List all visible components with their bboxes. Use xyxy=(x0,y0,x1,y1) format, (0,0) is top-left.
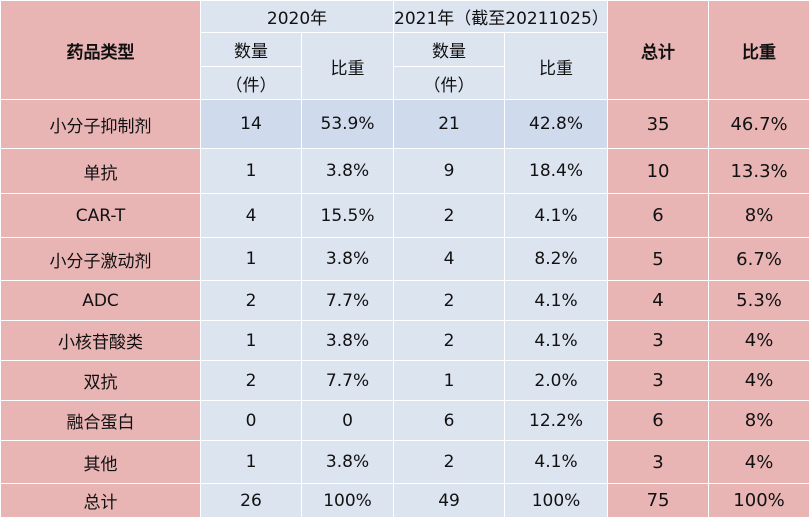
share-2020-cell: 3.8% xyxy=(302,441,394,484)
header-year-2021: 2021年（截至20211025） xyxy=(394,1,608,33)
total-cell: 5 xyxy=(608,238,709,281)
header-share-2021: 比重 xyxy=(505,33,608,100)
total-share-cell: 4% xyxy=(709,361,809,401)
table-row: 双抗 2 7.7% 1 2.0% 3 4% xyxy=(1,361,809,401)
share-2020-cell: 7.7% xyxy=(302,361,394,401)
share-2021-cell: 2.0% xyxy=(505,361,608,401)
table-row: CAR-T 4 15.5% 2 4.1% 6 8% xyxy=(1,194,809,238)
count-2020-cell: 14 xyxy=(201,100,302,149)
total-count-2020-cell: 26 xyxy=(201,484,302,518)
total-share-cell: 13.3% xyxy=(709,149,809,194)
total-share-2021-cell: 100% xyxy=(505,484,608,518)
header-count-2021: 数量 xyxy=(394,33,505,67)
total-count-2021-cell: 49 xyxy=(394,484,505,518)
share-2020-cell: 3.8% xyxy=(302,149,394,194)
count-2020-cell: 1 xyxy=(201,441,302,484)
count-2021-cell: 1 xyxy=(394,361,505,401)
table-row: 小核苷酸类 1 3.8% 2 4.1% 3 4% xyxy=(1,321,809,361)
count-2021-cell: 4 xyxy=(394,238,505,281)
grand-total-cell: 75 xyxy=(608,484,709,518)
table-row: 小分子激动剂 1 3.8% 4 8.2% 5 6.7% xyxy=(1,238,809,281)
count-2021-cell: 2 xyxy=(394,441,505,484)
table-row: 其他 1 3.8% 2 4.1% 3 4% xyxy=(1,441,809,484)
total-cell: 35 xyxy=(608,100,709,149)
count-2021-cell: 6 xyxy=(394,401,505,441)
count-2020-cell: 2 xyxy=(201,361,302,401)
share-2020-cell: 15.5% xyxy=(302,194,394,238)
total-cell: 6 xyxy=(608,401,709,441)
share-2021-cell: 4.1% xyxy=(505,321,608,361)
share-2021-cell: 4.1% xyxy=(505,281,608,321)
header-year-2020: 2020年 xyxy=(201,1,394,33)
total-cell: 6 xyxy=(608,194,709,238)
count-2021-cell: 2 xyxy=(394,321,505,361)
total-share-2020-cell: 100% xyxy=(302,484,394,518)
share-2020-cell: 53.9% xyxy=(302,100,394,149)
drug-type-cell: ADC xyxy=(1,281,201,321)
count-2021-cell: 2 xyxy=(394,194,505,238)
header-count-2020: 数量 xyxy=(201,33,302,67)
drug-type-cell: 小核苷酸类 xyxy=(1,321,201,361)
count-2021-cell: 21 xyxy=(394,100,505,149)
header-total: 总计 xyxy=(608,1,709,100)
total-share-cell: 8% xyxy=(709,194,809,238)
share-2021-cell: 42.8% xyxy=(505,100,608,149)
total-label-cell: 总计 xyxy=(1,484,201,518)
table-row: 小分子抑制剂 14 53.9% 21 42.8% 35 46.7% xyxy=(1,100,809,149)
total-share-cell: 5.3% xyxy=(709,281,809,321)
count-2020-cell: 0 xyxy=(201,401,302,441)
header-share-2020: 比重 xyxy=(302,33,394,100)
share-2021-cell: 18.4% xyxy=(505,149,608,194)
share-2020-cell: 0 xyxy=(302,401,394,441)
total-share-cell: 6.7% xyxy=(709,238,809,281)
grand-total-share-cell: 100% xyxy=(709,484,809,518)
share-2020-cell: 7.7% xyxy=(302,281,394,321)
header-count-unit-2020: （件） xyxy=(201,67,302,100)
count-2020-cell: 2 xyxy=(201,281,302,321)
share-2020-cell: 3.8% xyxy=(302,321,394,361)
total-cell: 3 xyxy=(608,321,709,361)
total-share-cell: 8% xyxy=(709,401,809,441)
drug-type-cell: 小分子激动剂 xyxy=(1,238,201,281)
count-2020-cell: 1 xyxy=(201,149,302,194)
share-2021-cell: 4.1% xyxy=(505,441,608,484)
count-2021-cell: 9 xyxy=(394,149,505,194)
share-2020-cell: 3.8% xyxy=(302,238,394,281)
total-cell: 3 xyxy=(608,361,709,401)
count-2020-cell: 4 xyxy=(201,194,302,238)
count-2020-cell: 1 xyxy=(201,321,302,361)
share-2021-cell: 4.1% xyxy=(505,194,608,238)
drug-type-cell: 单抗 xyxy=(1,149,201,194)
total-cell: 4 xyxy=(608,281,709,321)
table-row: 单抗 1 3.8% 9 18.4% 10 13.3% xyxy=(1,149,809,194)
count-2020-cell: 1 xyxy=(201,238,302,281)
total-cell: 10 xyxy=(608,149,709,194)
total-share-cell: 46.7% xyxy=(709,100,809,149)
drug-type-cell: CAR-T xyxy=(1,194,201,238)
header-count-unit-2021: （件） xyxy=(394,67,505,100)
total-share-cell: 4% xyxy=(709,321,809,361)
count-2021-cell: 2 xyxy=(394,281,505,321)
total-cell: 3 xyxy=(608,441,709,484)
share-2021-cell: 8.2% xyxy=(505,238,608,281)
header-drug-type: 药品类型 xyxy=(1,1,201,100)
share-2021-cell: 12.2% xyxy=(505,401,608,441)
drug-type-cell: 融合蛋白 xyxy=(1,401,201,441)
total-row: 总计 26 100% 49 100% 75 100% xyxy=(1,484,809,518)
table-row: 融合蛋白 0 0 6 12.2% 6 8% xyxy=(1,401,809,441)
drug-type-cell: 双抗 xyxy=(1,361,201,401)
total-share-cell: 4% xyxy=(709,441,809,484)
header-total-share: 比重 xyxy=(709,1,809,100)
drug-type-cell: 其他 xyxy=(1,441,201,484)
drug-type-cell: 小分子抑制剂 xyxy=(1,100,201,149)
table-row: ADC 2 7.7% 2 4.1% 4 5.3% xyxy=(1,281,809,321)
